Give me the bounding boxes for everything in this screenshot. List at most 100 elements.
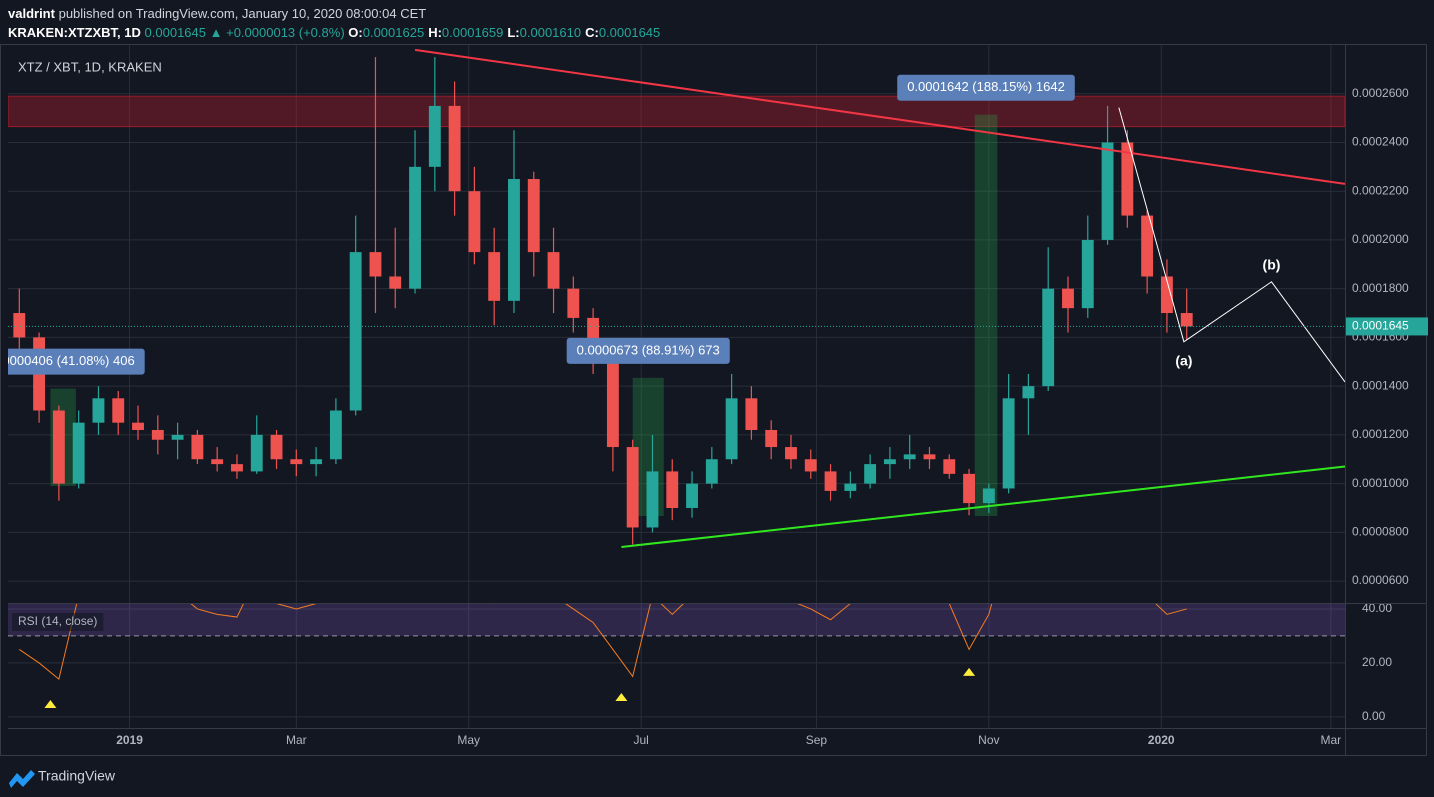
candle-body xyxy=(785,447,797,460)
candle-body xyxy=(567,288,580,318)
y-tick-label: 0.0002000 xyxy=(1352,232,1409,246)
wave-label: (a) xyxy=(1175,352,1192,368)
candle-body xyxy=(646,471,659,528)
candle-body xyxy=(1062,288,1074,309)
candle-body xyxy=(982,488,995,504)
candle-body xyxy=(1160,276,1173,314)
x-tick-label: Mar xyxy=(1321,733,1342,747)
x-tick-label: Sep xyxy=(806,733,828,747)
candle-body xyxy=(527,179,540,253)
candle-body xyxy=(191,434,204,460)
chart-title: XTZ / XBT, 1D, KRAKEN xyxy=(18,59,162,74)
candle-body xyxy=(151,429,164,440)
candle-body xyxy=(171,434,184,440)
ohlc-key: H: xyxy=(428,25,442,40)
candle-body xyxy=(923,454,936,460)
last-price-badge xyxy=(1346,317,1428,336)
rsi-band xyxy=(8,603,1345,636)
candle-body xyxy=(13,313,26,338)
rsi-tick-label: 40.00 xyxy=(1362,601,1392,615)
measure-box xyxy=(974,114,998,517)
candle-body xyxy=(686,483,698,508)
rsi-title: RSI (14, close) xyxy=(18,614,97,628)
last: 0.0001645 xyxy=(144,25,206,40)
ohlc-key: C: xyxy=(585,25,599,40)
candle-body xyxy=(1121,142,1134,216)
candle-body xyxy=(943,459,956,474)
candle-body xyxy=(1002,398,1015,489)
y-tick-label: 0.0001000 xyxy=(1352,476,1409,490)
candle-body xyxy=(1101,142,1114,240)
candle-body xyxy=(725,398,738,460)
ohlc-value: 0.0001645 xyxy=(598,25,661,40)
candle-body xyxy=(903,454,916,460)
measure-label-bg xyxy=(8,348,145,375)
candle-body xyxy=(211,459,224,465)
candle-body xyxy=(448,105,461,192)
quote-line: KRAKEN:XTZXBT, 1D 0.0001645 ▲ +0.0000013… xyxy=(8,23,664,42)
candle-body xyxy=(270,434,283,460)
symbol: KRAKEN:XTZXBT, 1D xyxy=(8,25,141,40)
candle-body xyxy=(705,459,718,484)
projection-path xyxy=(1118,107,1345,383)
change: +0.0000013 (+0.8%) xyxy=(226,25,345,40)
candle-body xyxy=(963,473,975,504)
measure-label: 0.0000406 (41.08%) 406 xyxy=(0,353,135,368)
chart-frame xyxy=(0,44,1427,756)
candle-body xyxy=(745,398,758,430)
measure-label-bg xyxy=(897,74,1075,101)
candle-body xyxy=(1141,215,1154,277)
candle-body xyxy=(765,429,778,448)
candle-body xyxy=(349,252,362,411)
candle-body xyxy=(409,166,421,289)
logo xyxy=(9,770,35,788)
candle-body xyxy=(844,483,857,491)
ohlc-value: 0.0001625 xyxy=(362,25,425,40)
ohlc-value: 0.0001659 xyxy=(441,25,504,40)
candle-body xyxy=(666,471,679,508)
candle-body xyxy=(1180,313,1193,327)
y-tick-label: 0.0001400 xyxy=(1352,378,1409,392)
candle-body xyxy=(132,422,144,430)
candle-body xyxy=(488,252,501,301)
brand: TradingView xyxy=(38,768,116,784)
candle-body xyxy=(864,464,877,484)
y-tick-label: 0.0002200 xyxy=(1352,183,1409,197)
y-tick-label: 0.0000600 xyxy=(1352,573,1409,587)
rsi-tick-label: 0.00 xyxy=(1362,709,1386,723)
last-price-label: 0.0001645 xyxy=(1352,319,1409,333)
measure-label: 0.0000673 (88.91%) 673 xyxy=(577,342,720,357)
y-tick-label: 0.0001200 xyxy=(1352,427,1409,441)
candle-body xyxy=(72,422,85,484)
arrow: ▲ xyxy=(209,25,223,40)
candle-body xyxy=(1042,288,1055,387)
x-tick-label: 2020 xyxy=(1148,733,1175,747)
candle-body xyxy=(824,471,837,491)
rsi-line xyxy=(19,603,1187,681)
y-tick-label: 0.0001800 xyxy=(1352,281,1409,295)
x-tick-label: May xyxy=(457,733,480,747)
x-tick-label: 2019 xyxy=(116,733,143,747)
signal-marker xyxy=(44,699,57,708)
rsi-title-bg xyxy=(12,613,104,631)
candle-body xyxy=(310,459,323,465)
publisher: valdrint xyxy=(8,6,55,21)
measure-label: 0.0001642 (188.15%) 1642 xyxy=(907,79,1065,94)
publish-line: valdrint published on TradingView.com, J… xyxy=(8,4,664,23)
candle-body xyxy=(1022,386,1035,399)
ohlc-key: O: xyxy=(348,25,363,40)
candle-body xyxy=(52,410,65,484)
y-tick-label: 0.0000800 xyxy=(1352,525,1409,539)
x-tick-label: Nov xyxy=(978,733,999,747)
candle-body xyxy=(547,252,560,289)
y-tick-label: 0.0002600 xyxy=(1352,86,1409,100)
y-tick-label: 0.0002400 xyxy=(1352,135,1409,149)
candle-body xyxy=(112,398,125,423)
candle-body xyxy=(231,464,243,472)
published: published on TradingView.com, January 10… xyxy=(58,6,427,21)
candle-body xyxy=(606,349,619,448)
signal-marker xyxy=(963,667,976,676)
candle-body xyxy=(92,398,105,423)
